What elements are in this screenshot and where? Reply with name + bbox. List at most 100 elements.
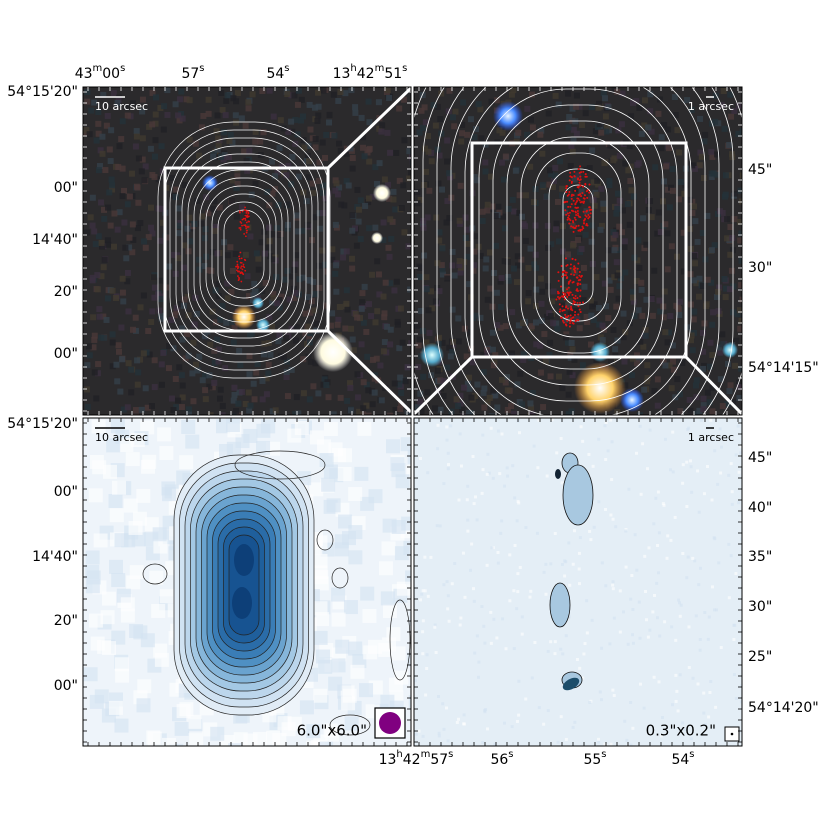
noise — [274, 169, 281, 176]
noise — [301, 144, 308, 151]
tick-label-part: 42 — [403, 752, 421, 768]
noise — [378, 642, 393, 657]
noise — [253, 250, 260, 257]
noise — [491, 392, 498, 399]
emission — [576, 212, 579, 215]
noise — [565, 90, 572, 97]
noise — [689, 347, 696, 354]
noise — [671, 94, 678, 101]
noise — [89, 694, 104, 709]
noise — [699, 365, 706, 372]
noise — [674, 699, 678, 703]
noise — [437, 116, 444, 123]
noise — [600, 646, 604, 650]
noise — [181, 264, 188, 271]
noise — [252, 180, 259, 187]
noise — [341, 696, 356, 711]
noise — [332, 270, 339, 277]
noise — [732, 673, 736, 677]
noise — [532, 186, 539, 193]
noise — [624, 565, 628, 569]
noise — [578, 188, 585, 195]
noise — [108, 700, 123, 715]
noise — [196, 353, 203, 360]
noise — [492, 213, 499, 220]
emission — [566, 319, 569, 322]
noise — [527, 245, 534, 252]
noise — [227, 131, 234, 138]
noise — [565, 391, 572, 398]
noise — [578, 245, 585, 252]
emission — [579, 184, 582, 187]
tick-label: 00" — [54, 678, 78, 694]
overlay — [142, 450, 411, 739]
noise — [149, 230, 156, 237]
noise — [738, 198, 742, 205]
noise — [334, 534, 349, 549]
tick-label: 45" — [748, 162, 772, 178]
noise — [98, 199, 105, 206]
noise — [338, 448, 353, 463]
contour — [175, 145, 313, 355]
noise — [430, 102, 437, 109]
noise — [385, 181, 392, 188]
noise — [722, 191, 729, 198]
tick-label-part: m — [375, 63, 385, 74]
noise — [438, 90, 445, 97]
noise — [259, 88, 266, 95]
noise — [313, 630, 328, 645]
noise — [481, 404, 488, 411]
noise — [662, 329, 669, 336]
noise — [497, 278, 504, 285]
noise — [635, 307, 642, 314]
noise — [142, 454, 157, 469]
noise — [685, 505, 689, 509]
noise — [455, 338, 462, 345]
noise — [731, 216, 738, 223]
noise — [100, 610, 115, 625]
emission — [569, 267, 572, 270]
noise — [715, 308, 722, 315]
noise — [137, 304, 144, 311]
noise — [571, 562, 575, 566]
noise — [83, 130, 90, 137]
noise — [604, 457, 608, 461]
noise — [192, 294, 199, 301]
emission — [569, 205, 572, 208]
noise — [316, 159, 323, 166]
noise — [366, 225, 373, 232]
noise — [347, 407, 354, 414]
noise — [423, 555, 427, 559]
noise — [609, 418, 613, 422]
noise — [357, 421, 372, 436]
noise — [622, 610, 626, 614]
noise — [595, 181, 602, 188]
noise — [216, 395, 223, 402]
noise — [217, 316, 224, 323]
noise — [541, 331, 548, 338]
noise — [674, 304, 681, 311]
noise — [613, 303, 620, 310]
noise — [113, 361, 120, 368]
noise — [618, 630, 622, 634]
emission — [576, 210, 579, 213]
tick-label-part: 43 — [75, 66, 93, 82]
noise — [520, 221, 527, 228]
emission — [578, 274, 581, 277]
noise — [642, 332, 649, 339]
noise — [502, 225, 509, 232]
noise — [408, 154, 411, 161]
noise — [119, 289, 126, 296]
noise — [611, 583, 615, 587]
noise — [483, 641, 487, 645]
noise — [349, 155, 356, 162]
noise — [134, 357, 141, 364]
noise — [626, 642, 630, 646]
noise — [654, 230, 661, 237]
noise — [347, 145, 354, 152]
noise — [210, 726, 225, 741]
noise — [174, 721, 189, 736]
noise — [643, 241, 650, 248]
noise — [328, 676, 343, 691]
noise — [466, 529, 470, 533]
